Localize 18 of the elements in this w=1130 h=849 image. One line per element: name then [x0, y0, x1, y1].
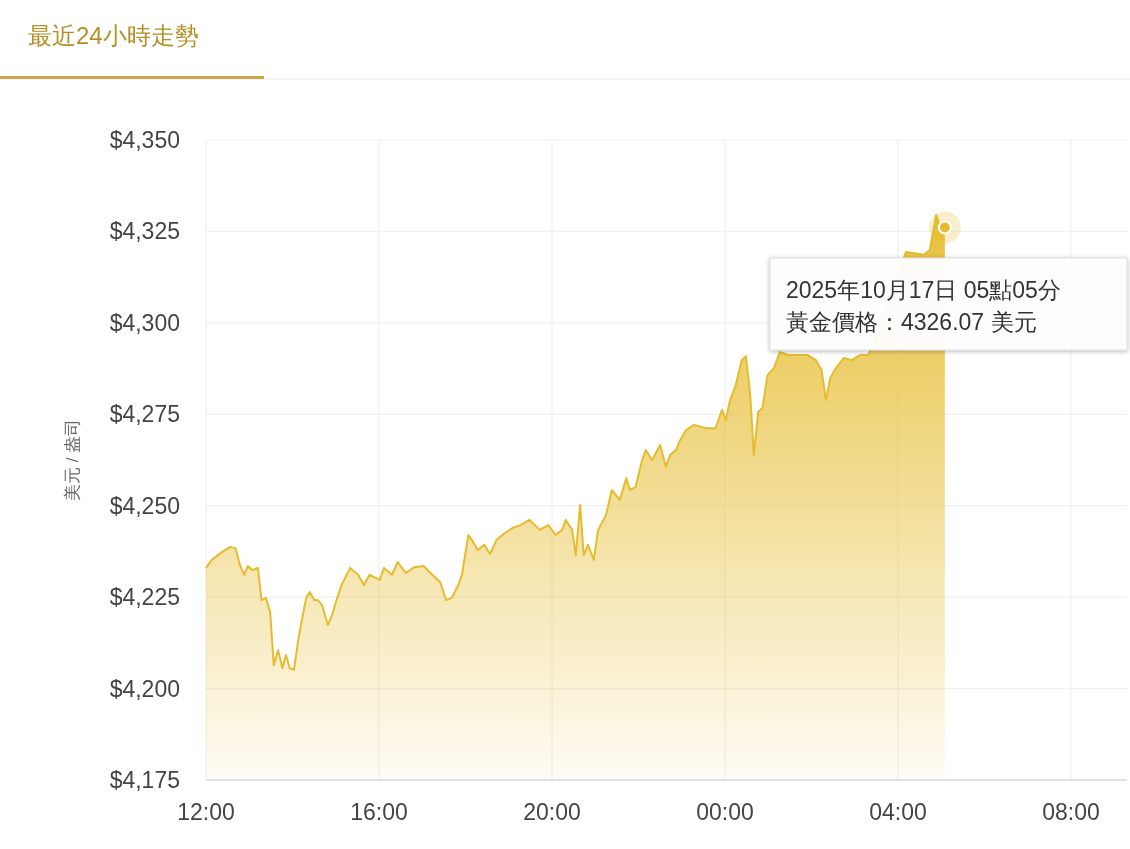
y-tick-label: $4,275: [109, 401, 180, 428]
y-axis-title: 美元 / 盎司: [63, 418, 82, 502]
x-tick-label: 12:00: [177, 799, 235, 825]
y-tick-label: $4,200: [109, 675, 180, 702]
x-tick-label: 16:00: [350, 799, 408, 825]
x-tick-label: 00:00: [696, 799, 754, 825]
chart-title: 最近24小時走勢: [28, 22, 199, 49]
y-tick-label: $4,250: [109, 492, 180, 519]
y-tick-label: $4,350: [109, 127, 180, 153]
annotation: 2025年10月17日 05點05分: [786, 277, 1061, 303]
x-tick-label: 08:00: [1042, 799, 1100, 825]
y-tick-label: $4,175: [109, 767, 180, 793]
y-tick-label: $4,325: [109, 218, 180, 245]
x-tick-label: 20:00: [523, 799, 581, 825]
y-tick-label: $4,225: [109, 584, 180, 611]
annotation: 黃金價格：4326.07 美元: [786, 309, 1037, 335]
y-tick-label: $4,300: [109, 309, 180, 336]
x-tick-label: 04:00: [869, 799, 927, 825]
